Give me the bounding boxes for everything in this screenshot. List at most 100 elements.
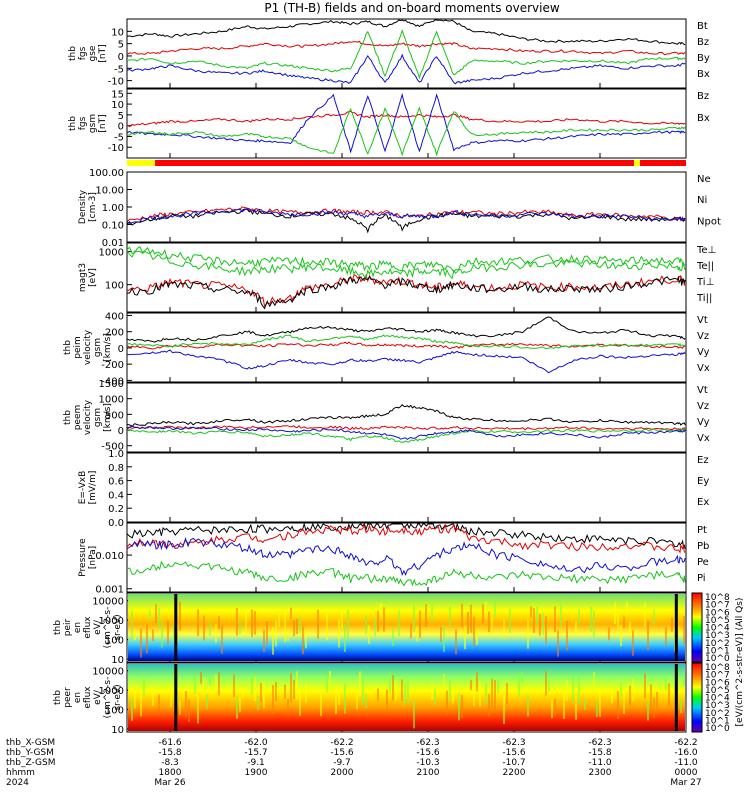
spectrogram-texture bbox=[218, 672, 220, 696]
y-tick-label: -400 bbox=[101, 376, 124, 387]
y-tick-label: 1000 bbox=[99, 395, 124, 406]
series-line-Vt bbox=[126, 403, 686, 427]
spectrogram-texture bbox=[263, 629, 265, 653]
series-line-Ti|| bbox=[126, 249, 686, 280]
y-tick-label: 10 bbox=[111, 655, 124, 666]
series-line-Bt bbox=[126, 19, 686, 46]
legend-entry: Pt bbox=[697, 525, 707, 536]
spectrogram-texture bbox=[290, 607, 292, 619]
spectrogram-texture bbox=[299, 690, 301, 716]
spectrogram-texture bbox=[179, 601, 181, 631]
quality-flag-bar bbox=[127, 160, 686, 166]
spectrogram-texture bbox=[404, 683, 406, 706]
legend-entry: Bt bbox=[697, 21, 708, 32]
y-axis-label-line: thb bbox=[53, 690, 63, 705]
spectrogram-texture bbox=[566, 620, 568, 651]
spectrogram-texture bbox=[239, 620, 241, 635]
spectrogram-texture bbox=[293, 619, 295, 637]
y-tick-label: -10 bbox=[108, 77, 124, 88]
y-tick-label: 100 bbox=[105, 706, 124, 717]
x-axis-value: -62.0 bbox=[244, 738, 268, 748]
y-axis-label: Pressure [nPa] bbox=[78, 538, 98, 577]
spectrogram-texture bbox=[542, 613, 544, 635]
spectrogram-texture bbox=[554, 698, 556, 717]
spectrogram-texture bbox=[215, 674, 217, 689]
spectrogram-texture bbox=[497, 680, 499, 694]
y-tick-label: 1.0 bbox=[108, 449, 124, 460]
x-axis-value: -8.3 bbox=[161, 758, 179, 768]
spectrogram-texture bbox=[188, 699, 190, 722]
spectrogram-texture bbox=[416, 626, 418, 642]
colorbar-tick-label: 10^5 bbox=[705, 616, 730, 626]
y-axis-label-line: [mV/m] bbox=[88, 471, 98, 505]
y-axis-label-line: thb bbox=[63, 410, 73, 425]
spectrogram-texture bbox=[545, 616, 547, 644]
y-tick-label: 400 bbox=[105, 311, 124, 322]
series-line-Vt bbox=[126, 316, 686, 343]
spectrogram-texture bbox=[236, 608, 238, 636]
x-axis-row-label: thb_X-GSM bbox=[6, 738, 55, 748]
y-tick-label: 0.8 bbox=[108, 463, 124, 474]
spectrogram-texture bbox=[287, 629, 289, 642]
spectrogram-texture bbox=[452, 684, 454, 704]
spectrogram-texture bbox=[629, 621, 631, 637]
spectrogram-texture bbox=[275, 681, 277, 701]
spectrogram-texture bbox=[575, 620, 577, 633]
spectrogram-texture bbox=[467, 611, 469, 635]
panel-peer_en_eflux: 10000 1000 100 10 thb peer en eflux eV/(cm^2-s-s… bbox=[53, 662, 730, 736]
y-tick-label: 0.10 bbox=[102, 221, 124, 232]
y-tick-label: 500 bbox=[105, 410, 124, 421]
spectrogram-texture bbox=[341, 611, 343, 629]
y-axis-label-line: en bbox=[73, 692, 83, 703]
spectrogram-texture bbox=[365, 615, 367, 635]
panel-frame bbox=[126, 522, 687, 593]
legend-entry: Vx bbox=[697, 433, 710, 444]
y-axis-label-line: peer bbox=[63, 687, 73, 708]
spectrogram-texture bbox=[470, 679, 472, 691]
spectrogram-texture bbox=[458, 692, 460, 721]
series-line-Pe bbox=[126, 560, 686, 587]
colorbar-tick-label: 10^1 bbox=[705, 716, 730, 726]
y-tick-label: -500 bbox=[101, 442, 124, 453]
x-axis-value: -62.3 bbox=[416, 738, 439, 748]
spectrogram-texture bbox=[596, 700, 598, 717]
spectrogram-texture bbox=[629, 685, 631, 706]
spectrogram-texture bbox=[518, 673, 520, 698]
spectrogram-texture bbox=[377, 610, 379, 632]
y-tick-label: 1000 bbox=[99, 616, 124, 627]
panel-frame bbox=[126, 171, 687, 243]
y-axis-label-line: [cm-3] bbox=[88, 192, 98, 222]
colorbar-tick-label: 10^5 bbox=[705, 686, 730, 696]
y-axis-label-line: sr-eV) bbox=[113, 614, 123, 640]
y-tick-label: 0 bbox=[118, 52, 124, 63]
spectrogram-texture bbox=[134, 691, 136, 709]
spectrogram-texture bbox=[473, 676, 475, 707]
spectrogram-texture bbox=[407, 681, 409, 704]
y-axis-label: thb peer en eflux eV/(cm^2-s-sr-eV) bbox=[53, 677, 123, 719]
y-axis-label-line: gsm bbox=[93, 408, 103, 427]
panel-frame bbox=[126, 242, 687, 313]
spectrogram-texture bbox=[623, 691, 625, 715]
colorbar-tick-label: 10^2 bbox=[705, 709, 730, 719]
y-axis-label-line: eV/ bbox=[93, 689, 103, 705]
spectrogram-texture bbox=[296, 671, 298, 700]
spectrogram-texture bbox=[551, 700, 553, 719]
spectrogram-texture bbox=[293, 679, 295, 699]
x-axis-value: -9.1 bbox=[247, 758, 265, 768]
spectrogram-texture bbox=[614, 602, 616, 625]
y-tick-label: 1500 bbox=[99, 379, 124, 390]
spectrogram-texture bbox=[401, 679, 403, 701]
spectrogram-texture bbox=[299, 616, 301, 634]
spectrogram-texture bbox=[290, 673, 292, 703]
panel-frame bbox=[126, 382, 687, 453]
y-tick-label: -5 bbox=[114, 64, 124, 75]
spectrogram-texture bbox=[296, 618, 298, 635]
y-axis-label: Density [cm-3] bbox=[78, 189, 98, 224]
legend-entry: Vx bbox=[697, 363, 710, 374]
colorbar-tick-label: 10^3 bbox=[705, 701, 730, 711]
y-axis-label-line: thb bbox=[68, 116, 78, 131]
legend-entry: Ni bbox=[697, 195, 707, 206]
spectrogram-texture bbox=[392, 674, 394, 701]
spectrogram-texture bbox=[131, 610, 133, 639]
